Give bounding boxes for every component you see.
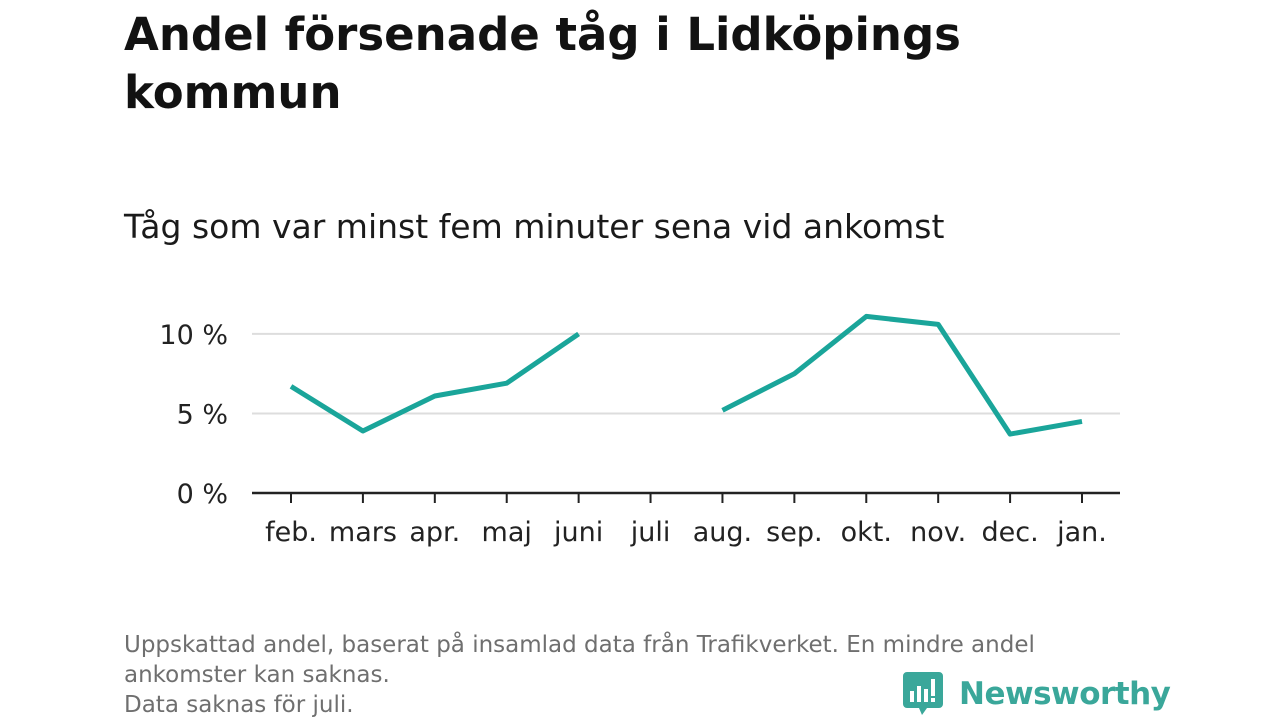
data-series	[289, 313, 1083, 437]
newsworthy-logo-icon	[903, 672, 943, 715]
x-tick-label: feb.	[265, 517, 317, 548]
x-tick-label: maj	[482, 517, 532, 548]
x-tick-label: mars	[329, 517, 397, 548]
series-line	[289, 331, 581, 434]
chart-subtitle: Tåg som var minst fem minuter sena vid a…	[124, 207, 945, 246]
series-line	[721, 313, 1083, 437]
line-chart: 0 % 5 % 10 % feb. mars apr. maj juni juli aug. se…	[159, 313, 1120, 548]
x-tick-label: juni	[553, 517, 603, 548]
y-tick-label: 5 %	[177, 399, 228, 430]
x-tick-label: apr.	[409, 517, 460, 548]
footnote: Uppskattad andel, baserat på insamlad da…	[124, 630, 1164, 720]
x-tick-label: dec.	[981, 517, 1038, 548]
x-tick-label: jan.	[1056, 517, 1107, 548]
footnote-line: ankomster kan saknas.	[124, 662, 390, 688]
x-tick-label: aug.	[693, 517, 752, 548]
footnote-line: Data saknas för juli.	[124, 692, 354, 718]
x-tick-label: nov.	[910, 517, 966, 548]
brand-logo: Newsworthy	[903, 672, 1171, 716]
x-tick-label: juli	[630, 517, 671, 548]
y-tick-label: 0 %	[177, 479, 228, 510]
y-axis: 0 % 5 % 10 %	[159, 320, 228, 510]
x-tick-label: sep.	[766, 517, 822, 548]
footnote-line: Uppskattad andel, baserat på insamlad da…	[124, 632, 1035, 658]
x-tick-label: okt.	[841, 517, 892, 548]
y-tick-label: 10 %	[159, 320, 228, 351]
brand-name: Newsworthy	[959, 676, 1171, 712]
chart-title: Andel försenade tåg i Lidköpings kommun	[124, 8, 961, 119]
x-axis: feb. mars apr. maj juni juli aug. sep. okt. nov. d…	[252, 491, 1120, 548]
